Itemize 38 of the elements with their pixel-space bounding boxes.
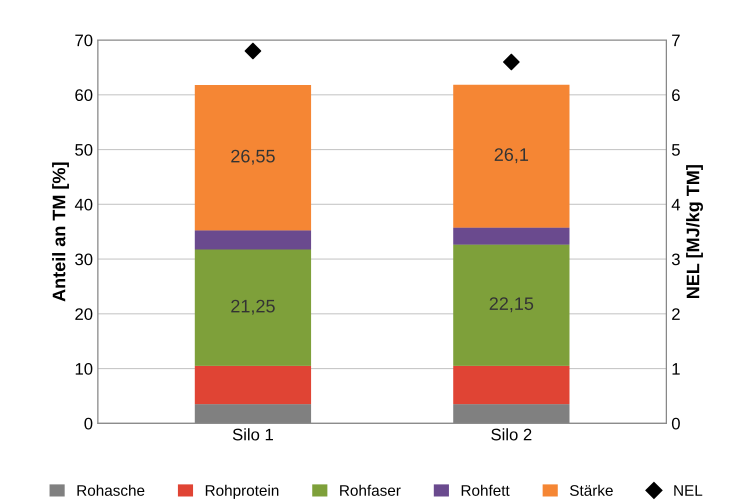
- bar: [194, 84, 312, 230]
- x-tick-label: Silo 1: [232, 428, 273, 440]
- bar: [453, 366, 570, 404]
- y-tick-label: 50: [75, 144, 92, 156]
- y2-tick-label: 6: [672, 89, 680, 102]
- y-tick-label: 40: [74, 198, 92, 211]
- bar: [194, 250, 312, 366]
- bar: [453, 84, 570, 228]
- y2-tick-label: 2: [672, 308, 680, 320]
- y-axis-title: Anteil an TM [%]: [52, 162, 69, 302]
- x-tick-label: Silo 2: [491, 428, 532, 440]
- y-tick-label: 70: [75, 34, 92, 46]
- data-label: 21,25: [231, 300, 275, 315]
- y2-tick-label: 3: [672, 253, 680, 266]
- y-tick-label: 10: [76, 362, 92, 375]
- y2-tick-label: 7: [672, 34, 680, 46]
- bar: [453, 228, 570, 245]
- data-label: 22,15: [490, 297, 534, 312]
- y2-tick-label: 1: [672, 363, 680, 375]
- legend-label: Stärke: [570, 484, 613, 496]
- y-tick-label: 0: [84, 418, 92, 430]
- bar: [453, 244, 570, 366]
- bar: [194, 230, 312, 250]
- y2-tick-label: 0: [672, 418, 680, 430]
- legend-label: NEL: [674, 485, 702, 496]
- data-label: 26,55: [231, 150, 275, 165]
- legend-label: Rohfett: [462, 484, 510, 496]
- y2-axis-title: NEL [MJ/kg TM]: [686, 165, 703, 298]
- legend-label: Rohfaser: [340, 484, 401, 496]
- bar: [194, 366, 312, 404]
- y-tick-label: 20: [75, 308, 92, 320]
- legend-label: Rohasche: [77, 484, 144, 496]
- y-tick-label: 30: [75, 253, 92, 266]
- y-tick-label: 60: [75, 89, 92, 102]
- legend-label: Rohprotein: [206, 484, 278, 499]
- y2-tick-label: 4: [672, 198, 680, 210]
- y2-tick-label: 5: [672, 144, 680, 156]
- data-label: 26,1: [494, 148, 528, 164]
